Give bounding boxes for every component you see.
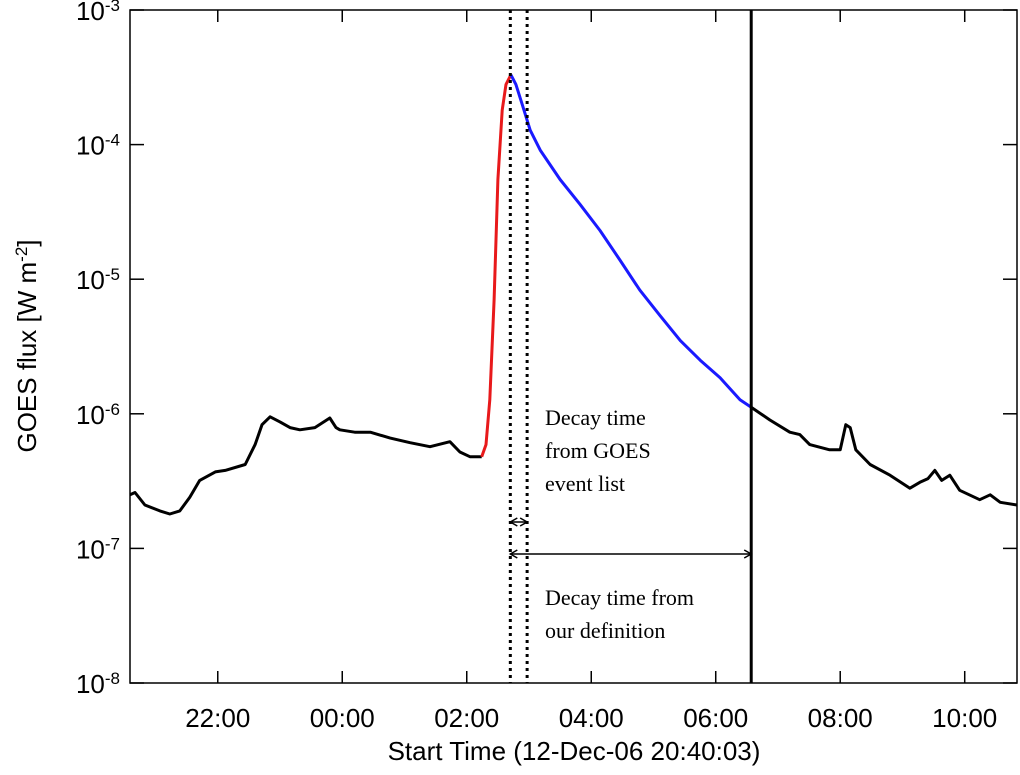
x-tick-label: 08:00: [808, 703, 873, 733]
annotation: Decay time: [545, 405, 646, 430]
y-tick-exponent: -7: [105, 534, 120, 553]
x-axis-title: Start Time (12-Dec-06 20:40:03): [388, 736, 761, 766]
x-tick-label: 04:00: [559, 703, 624, 733]
flux-line: [480, 74, 513, 458]
y-axis-title-exponent: -2: [12, 247, 31, 262]
flux-line: [129, 415, 482, 516]
y-tick-label: 10-6: [76, 399, 120, 430]
y-tick-label: 10-4: [76, 130, 120, 161]
x-tick-label: 10:00: [932, 703, 997, 733]
y-tick-base: 10: [76, 534, 105, 564]
x-tick-label: 00:00: [310, 703, 375, 733]
y-axis-title-end: ]: [12, 239, 42, 246]
y-tick-exponent: -6: [105, 399, 120, 418]
y-axis-title-text: GOES flux [W m: [12, 262, 42, 453]
x-tick-label: 06:00: [683, 703, 748, 733]
y-tick-base: 10: [76, 669, 105, 699]
arrow-head: [508, 517, 529, 527]
y-tick-base: 10: [76, 400, 105, 430]
y-tick-base: 10: [76, 265, 105, 295]
y-tick-label: 10-5: [76, 265, 120, 296]
annotation: event list: [545, 471, 625, 496]
y-tick-exponent: -4: [105, 130, 120, 149]
y-tick-exponent: -8: [105, 669, 120, 688]
y-tick-label: 10-8: [76, 669, 120, 700]
x-tick-label: 22:00: [185, 703, 250, 733]
span-arrow: [508, 549, 753, 559]
flux-line: [509, 74, 753, 409]
y-tick-base: 10: [76, 0, 105, 26]
arrow-head: [508, 549, 753, 559]
y-tick-exponent: -5: [105, 265, 120, 284]
x-tick-label: 02:00: [434, 703, 499, 733]
plot-frame: [129, 9, 1018, 684]
annotation: Decay time from: [545, 585, 694, 610]
y-tick-exponent: -3: [105, 0, 120, 15]
flux-line: [750, 405, 1018, 507]
y-axis-title: GOES flux [W m-2]: [12, 239, 43, 452]
annotation: from GOES: [545, 438, 651, 463]
y-tick-label: 10-3: [76, 0, 120, 26]
span-arrow: [508, 517, 529, 527]
annotation: our definition: [545, 618, 665, 643]
y-tick-label: 10-7: [76, 534, 120, 565]
y-tick-base: 10: [76, 131, 105, 161]
